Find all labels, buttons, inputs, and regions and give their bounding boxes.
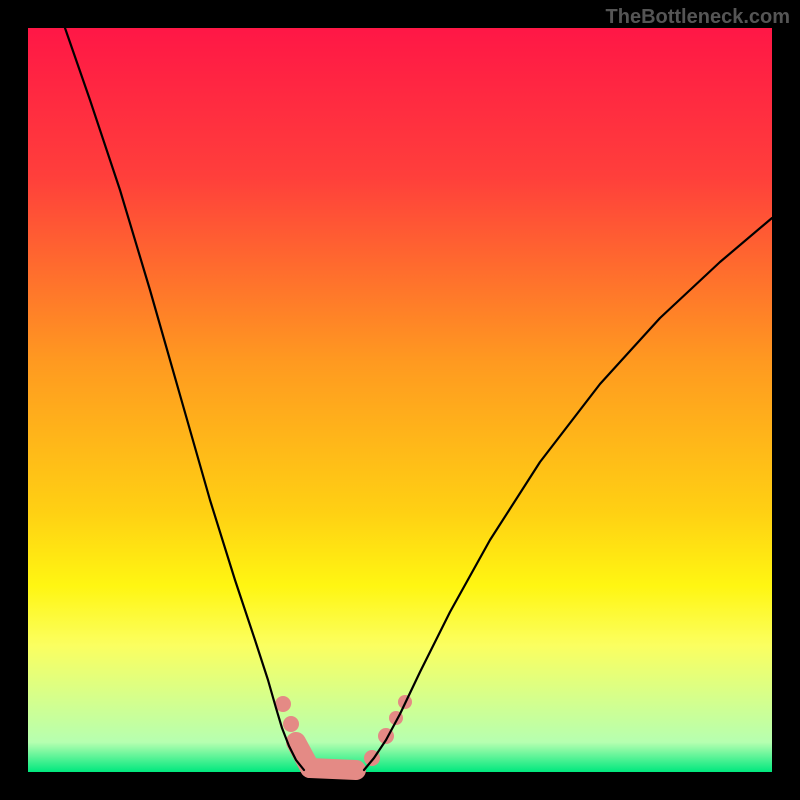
curve-left — [65, 28, 304, 770]
data-marker-capsule — [310, 768, 356, 770]
data-marker — [283, 716, 299, 732]
chart-svg — [0, 0, 800, 800]
curve-right — [364, 218, 772, 770]
curves-group — [65, 28, 772, 770]
watermark-text: TheBottleneck.com — [606, 6, 790, 29]
